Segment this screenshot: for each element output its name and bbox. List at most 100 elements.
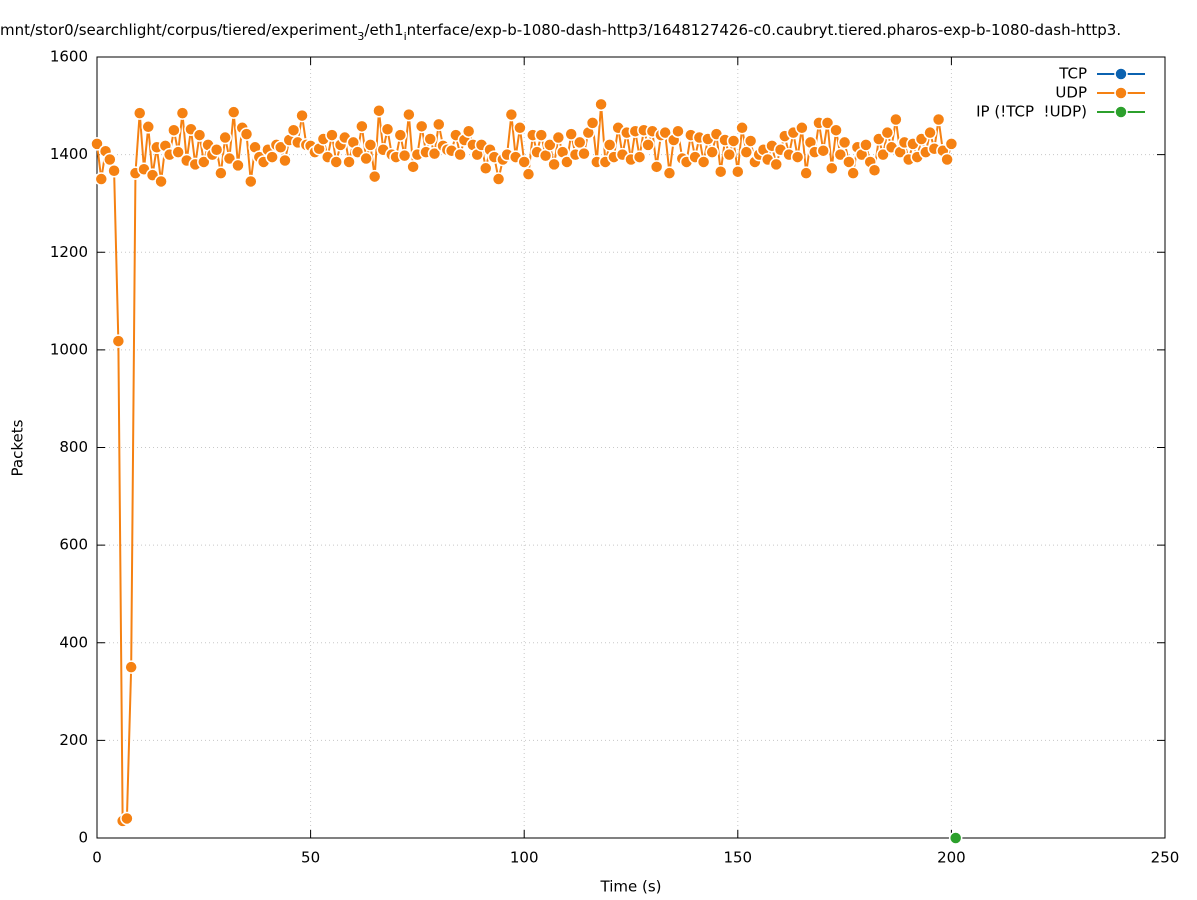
data-point xyxy=(560,155,574,169)
y-tick-label: 1400 xyxy=(50,145,88,163)
data-point xyxy=(867,163,882,177)
data-point xyxy=(564,127,578,141)
data-point xyxy=(432,117,446,132)
data-point xyxy=(175,106,190,120)
data-point xyxy=(671,124,685,138)
data-point xyxy=(171,145,185,159)
data-point xyxy=(543,138,557,152)
y-tick-label: 400 xyxy=(59,633,88,651)
data-point xyxy=(273,140,288,155)
legend-marker xyxy=(1114,67,1128,81)
data-point xyxy=(534,128,549,142)
data-point xyxy=(107,163,121,178)
data-point xyxy=(662,166,677,180)
data-point xyxy=(696,155,711,169)
data-point xyxy=(372,103,386,118)
data-point xyxy=(363,138,378,152)
data-point xyxy=(641,138,655,152)
data-point xyxy=(214,166,228,180)
data-point xyxy=(124,660,138,674)
data-point xyxy=(154,174,168,189)
data-point xyxy=(295,108,309,123)
data-point xyxy=(226,105,241,119)
title-part: /eth1 xyxy=(364,21,403,39)
data-point xyxy=(329,155,343,169)
data-point xyxy=(491,172,506,186)
data-point xyxy=(726,134,741,148)
data-point xyxy=(231,158,245,173)
data-point xyxy=(594,97,608,112)
plot-border xyxy=(96,56,1166,839)
y-tick-label: 600 xyxy=(59,536,88,554)
data-point xyxy=(167,123,181,137)
data-point xyxy=(842,155,856,169)
data-point xyxy=(380,122,395,136)
legend-label: IP (!TCP !UDP) xyxy=(976,103,1087,121)
data-point xyxy=(739,145,754,159)
data-point xyxy=(833,147,848,162)
data-point xyxy=(572,135,587,150)
x-tick-label: 250 xyxy=(1151,849,1180,867)
title-part: nterface/exp-b-1080-dash-http3/164812742… xyxy=(407,21,1121,39)
data-point xyxy=(244,174,258,189)
data-point xyxy=(632,150,647,164)
data-point xyxy=(402,107,416,122)
x-axis-label: Time (s) xyxy=(600,878,662,896)
legend-marker xyxy=(1114,86,1128,100)
data-point xyxy=(367,169,382,184)
data-point xyxy=(658,125,672,140)
data-point xyxy=(278,153,292,168)
data-point xyxy=(393,128,408,142)
data-point xyxy=(325,128,339,142)
data-point xyxy=(342,155,356,169)
data-point xyxy=(359,151,373,166)
title-part: mnt/stor0/searchlight/corpus/tiered/expe… xyxy=(0,21,357,39)
data-point xyxy=(713,164,728,179)
data-point xyxy=(120,811,134,826)
data-point xyxy=(795,121,809,135)
data-point xyxy=(889,112,903,127)
data-point xyxy=(239,127,254,141)
data-point xyxy=(504,107,519,122)
data-point xyxy=(816,143,830,158)
data-point xyxy=(799,166,813,180)
data-point xyxy=(103,152,117,167)
data-point xyxy=(940,152,954,167)
data-point xyxy=(94,172,109,186)
data-point xyxy=(547,157,561,172)
data-point xyxy=(90,137,104,151)
y-tick-label: 800 xyxy=(59,438,88,456)
y-tick-label: 200 xyxy=(59,731,88,749)
data-point xyxy=(602,138,617,152)
x-tick-label: 150 xyxy=(723,849,752,867)
data-point xyxy=(880,125,895,140)
data-point xyxy=(948,831,963,845)
y-tick-label: 1200 xyxy=(50,243,88,261)
data-point xyxy=(577,146,591,161)
x-tick-label: 100 xyxy=(510,849,539,867)
data-point xyxy=(286,123,301,137)
data-point xyxy=(461,124,476,138)
data-point xyxy=(517,155,531,169)
data-point xyxy=(825,161,839,176)
title-subscript: i xyxy=(404,30,407,43)
data-point xyxy=(513,121,527,135)
data-point xyxy=(197,155,211,169)
data-point xyxy=(931,112,946,127)
data-point xyxy=(521,167,536,181)
data-point xyxy=(218,130,232,145)
data-point xyxy=(265,150,279,164)
data-point xyxy=(132,106,147,120)
data-point xyxy=(722,147,737,162)
x-tick-label: 0 xyxy=(92,849,102,867)
data-point xyxy=(731,164,745,179)
data-point xyxy=(551,130,566,145)
data-point xyxy=(453,147,467,162)
y-tick-label: 0 xyxy=(78,829,88,847)
data-point xyxy=(769,157,783,172)
data-point xyxy=(355,119,369,134)
x-tick-label: 50 xyxy=(301,849,320,867)
data-point xyxy=(585,116,600,130)
chart-title: mnt/stor0/searchlight/corpus/tiered/expe… xyxy=(0,21,1121,43)
